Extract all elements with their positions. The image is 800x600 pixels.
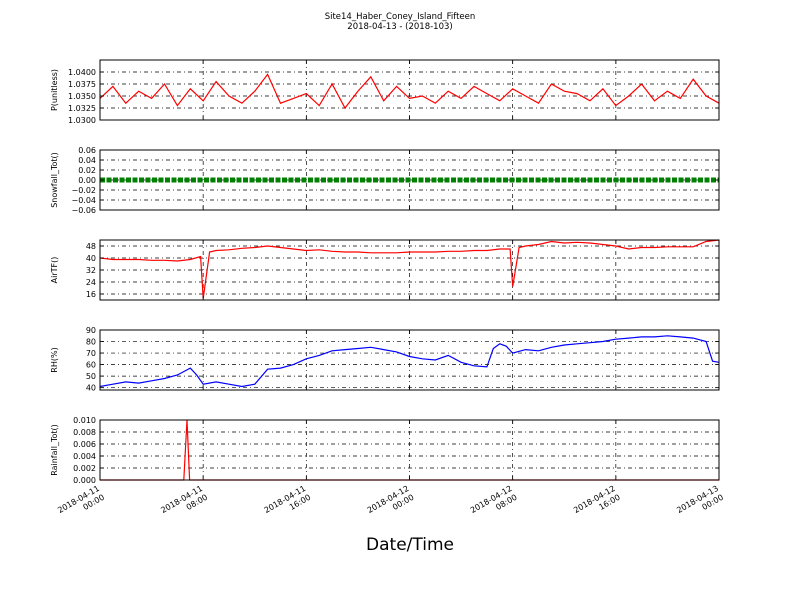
y-tick-label: −0.04 [71,196,96,205]
y-tick-label: 90 [86,326,96,335]
chart-title-line2: 2018-04-13 - (2018-103) [347,22,452,32]
y-axis-label: Snowfall_Tot() [50,152,59,208]
y-axis-label: P(unitless) [50,69,59,111]
y-tick-label: 0.04 [78,156,96,165]
y-axis-label: Rainfall_Tot() [50,424,59,476]
y-tick-label: 0.06 [78,146,96,155]
series-line-3 [99,335,720,388]
x-tick-label: 2018-04-1300:00 [675,484,725,524]
y-tick-label: 50 [86,372,96,381]
y-tick-label: 0.004 [73,452,96,461]
y-tick-label: 80 [86,338,96,347]
y-tick-label: 0.002 [73,464,96,473]
y-tick-label: 0.010 [73,416,96,425]
y-tick-label: 1.0325 [68,104,96,113]
x-axis-label: Date/Time [366,535,454,555]
y-tick-label: −0.02 [71,186,96,195]
x-tick-label: 2018-04-1200:00 [366,484,416,524]
panel-1: −0.06−0.04−0.020.000.020.040.06 Snowfall_… [50,146,720,215]
series-line-2 [99,239,720,299]
panel-4: 0.000 0.002 0.004 0.006 0.008 0.010 Rainfall_T… [50,416,720,485]
y-tick-label: 48 [86,242,96,251]
y-tick-label: 1.0350 [68,92,96,101]
y-tick-label: 1.0400 [68,68,96,77]
y-axis-label: AirTF() [50,257,59,284]
y-tick-label: 24 [86,278,96,287]
y-tick-label: 16 [86,290,96,299]
x-tick-label: 2018-04-1208:00 [469,484,519,524]
y-tick-label: 1.0375 [68,80,96,89]
y-tick-label: 0.00 [78,176,96,185]
y-tick-label: 0.006 [73,440,96,449]
y-tick-label: 1.0300 [68,116,96,125]
x-tick-labels: 2018-04-1100:00 2018-04-1108:00 2018-04-11… [56,484,725,524]
y-axis-label: RH(%) [50,347,59,372]
y-tick-label: 0.02 [78,166,96,175]
y-tick-label: 70 [86,349,96,358]
x-tick-label: 2018-04-1216:00 [572,484,622,524]
y-tick-label: −0.06 [71,206,96,215]
panel-3: 40 50 60 70 80 90 RH(%) [50,326,720,393]
y-tick-label: 60 [86,361,96,370]
series-line-0 [99,73,720,110]
x-tick-label: 2018-04-1108:00 [159,484,209,524]
y-tick-label: 40 [86,254,96,263]
y-tick-label: 0.008 [73,428,96,437]
panel-2: 16 24 32 40 48 AirTF() [50,239,720,301]
x-tick-label: 2018-04-1100:00 [56,484,106,524]
panels: 1.0300 1.0325 1.0350 1.0375 1.0400 P(unitless… [50,59,720,485]
chart-title-line1: Site14_Haber_Coney_Island_Fifteen [325,12,476,22]
panel-0: 1.0300 1.0325 1.0350 1.0375 1.0400 P(unitless… [50,59,720,125]
y-tick-label: 32 [86,266,96,275]
x-tick-label: 2018-04-1116:00 [263,484,313,524]
y-tick-label: 40 [86,384,96,393]
y-tick-label: 0.000 [73,476,96,485]
